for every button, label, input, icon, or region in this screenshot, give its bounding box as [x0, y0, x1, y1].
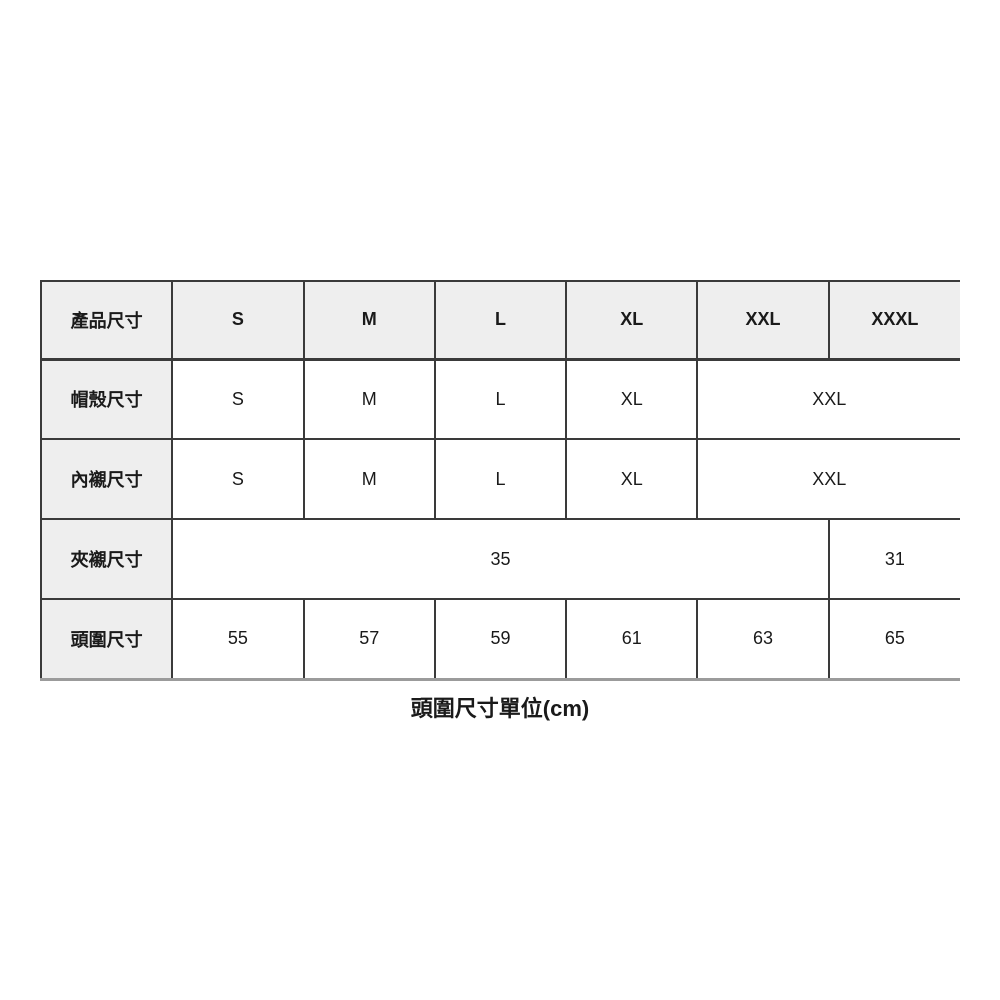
cell-shell-xxl: XXL	[696, 358, 960, 440]
header-cell-xl: XL	[565, 280, 699, 361]
row-padding-size: 夾襯尺寸 35 31	[39, 518, 960, 600]
header-cell-m: M	[302, 280, 436, 361]
cell-shell-xl: XL	[565, 358, 699, 440]
cell-head-s: 55	[171, 598, 305, 681]
cell-head-m: 57	[302, 598, 436, 681]
row-head-circumference: 頭圍尺寸 55 57 59 61 63 65	[39, 598, 960, 681]
size-chart-table: 產品尺寸 S M L XL XXL XXXL 帽殼尺寸 S M L XL XXL…	[39, 280, 960, 681]
row-liner-size: 內襯尺寸 S M L XL XXL	[39, 438, 960, 520]
header-cell-product-size: 產品尺寸	[39, 280, 174, 361]
cell-head-l: 59	[433, 598, 568, 681]
cell-head-xl: 61	[565, 598, 699, 681]
unit-caption: 頭圍尺寸單位(cm)	[410, 696, 590, 721]
cell-head-xxxl: 65	[827, 598, 960, 681]
header-row: 產品尺寸 S M L XL XXL XXXL	[39, 280, 960, 361]
cell-liner-xxl: XXL	[696, 438, 960, 520]
cell-liner-s: S	[171, 438, 305, 520]
cell-liner-xl: XL	[565, 438, 699, 520]
header-cell-l: L	[433, 280, 568, 361]
cell-shell-l: L	[433, 358, 568, 440]
cell-shell-s: S	[171, 358, 305, 440]
row-shell-size: 帽殼尺寸 S M L XL XXL	[39, 358, 960, 440]
header-cell-xxxl: XXXL	[827, 280, 960, 361]
header-cell-xxl: XXL	[696, 280, 830, 361]
cell-liner-m: M	[302, 438, 436, 520]
cell-padding-xxxl: 31	[827, 518, 960, 600]
row-label-padding-size: 夾襯尺寸	[39, 518, 174, 600]
row-label-liner-size: 內襯尺寸	[39, 438, 174, 520]
cell-padding-main: 35	[171, 518, 830, 600]
row-label-shell-size: 帽殼尺寸	[39, 358, 174, 440]
cell-shell-m: M	[302, 358, 436, 440]
cell-head-xxl: 63	[696, 598, 830, 681]
header-cell-s: S	[171, 280, 305, 361]
row-label-head-circumference: 頭圍尺寸	[39, 598, 174, 681]
cell-liner-l: L	[433, 438, 568, 520]
